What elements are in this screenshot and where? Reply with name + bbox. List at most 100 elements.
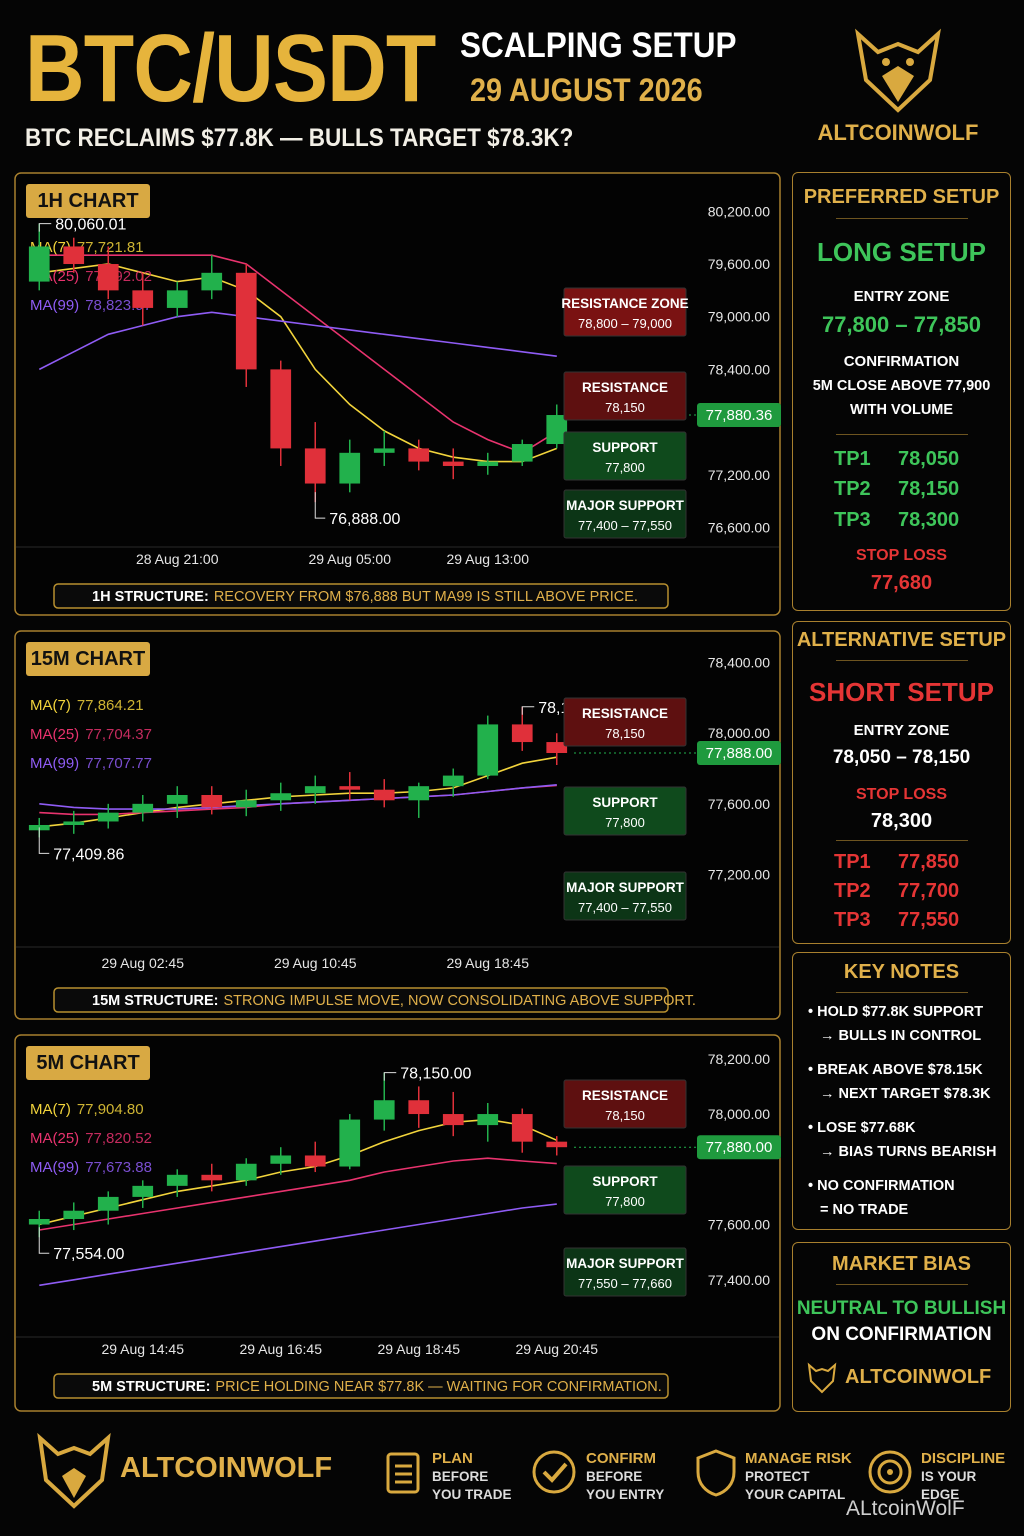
candle-body	[28, 1219, 50, 1225]
zone-box	[563, 431, 687, 481]
y-tick-label: 77,600.00	[708, 1217, 770, 1233]
icon-check	[532, 1450, 576, 1494]
footer-item-title: PLAN	[432, 1450, 473, 1467]
legend-name: MA(25)	[30, 1130, 79, 1147]
ma-line	[38, 311, 557, 371]
candle-body	[339, 452, 361, 484]
footer-item-text: YOUR CAPITAL	[745, 1487, 846, 1502]
high-label: 78,150.00	[400, 1066, 471, 1083]
legend-value: 77,904.80	[77, 1101, 144, 1118]
legend-value: 77,721.81	[77, 239, 144, 256]
watermark: ALtcoinWolF	[846, 1497, 965, 1520]
note-text: → BIAS TURNS BEARISH	[820, 1144, 997, 1160]
note-text: HOLD $77.8K SUPPORT	[817, 1004, 984, 1020]
chart-title: 1H CHART	[37, 190, 138, 212]
candle-body	[373, 448, 395, 453]
candle-body	[546, 742, 568, 753]
candle-body	[511, 1114, 533, 1142]
tp-value: 77,550	[898, 909, 960, 931]
zone-box	[563, 871, 687, 921]
y-tick-label: 80,200.00	[708, 203, 770, 219]
candle-body	[63, 1210, 85, 1219]
tp-value: 77,700	[898, 880, 960, 902]
footer-item-text: IS YOUR	[921, 1469, 977, 1484]
ma-line	[39, 1157, 557, 1231]
note-text: BREAK ABOVE $78.15K	[817, 1062, 983, 1078]
logo-shape	[855, 28, 941, 113]
zone-range: 77,800	[605, 1194, 645, 1209]
candle-body	[408, 448, 430, 462]
subtitle: SCALPING SETUP	[460, 26, 737, 65]
chart-title: 15M CHART	[31, 648, 145, 670]
confirmation-text: WITH VOLUME	[849, 402, 954, 418]
x-tick-label: 29 Aug 18:45	[377, 1341, 460, 1357]
panel-title: PREFERRED SETUP	[803, 186, 1000, 208]
zone-range: 77,550 – 77,660	[578, 1276, 672, 1291]
last-price-label: 77,880.36	[706, 407, 773, 424]
separator	[836, 1284, 968, 1285]
candle-body	[477, 1114, 499, 1126]
date: 29 AUGUST 2026	[470, 72, 703, 108]
tp-value: 77,850	[898, 851, 960, 873]
note-item: • BREAK ABOVE $78.15K	[808, 1062, 983, 1078]
separator	[836, 434, 968, 435]
candle-body	[304, 1155, 326, 1167]
separator	[836, 992, 968, 993]
footer-item-title: CONFIRM	[586, 1450, 656, 1467]
low-label: 76,888.00	[329, 511, 400, 528]
ma-line	[39, 1118, 558, 1226]
note-text: LOSE $77.68K	[817, 1120, 916, 1136]
icon-shape	[386, 1452, 420, 1494]
logo-eye	[882, 58, 890, 66]
y-tick-label: 78,200.00	[708, 1051, 770, 1067]
zone-title: RESISTANCE	[582, 1088, 668, 1103]
candle-body	[63, 821, 85, 825]
title-badge	[26, 1046, 150, 1080]
preferred-panel	[792, 172, 1011, 611]
note-box	[53, 583, 669, 609]
zone-range: 77,800	[605, 460, 645, 475]
candle-body	[235, 1163, 257, 1181]
note-item: • NO CONFIRMATION	[808, 1178, 955, 1194]
entry-zone: 77,800 – 77,850	[821, 312, 982, 337]
footer-item-text: BEFORE	[586, 1469, 643, 1484]
x-tick-label: 29 Aug 16:45	[239, 1341, 322, 1357]
tp-label: TP1	[834, 851, 871, 873]
icon-shield	[696, 1449, 736, 1497]
low-label: 77,554.00	[53, 1246, 124, 1263]
zone-title: SUPPORT	[592, 795, 658, 810]
legend-value: 77,673.88	[85, 1159, 152, 1176]
entry-label: ENTRY ZONE	[853, 722, 950, 739]
candle-body	[63, 246, 85, 265]
high-connector	[521, 706, 535, 715]
logo-snout	[62, 1468, 86, 1498]
note-text: STRONG IMPULSE MOVE, NOW CONSOLIDATING A…	[223, 993, 695, 1009]
panel-title: MARKET BIAS	[832, 1253, 971, 1275]
tp-label: TP1	[834, 448, 871, 470]
small-logo	[807, 1362, 837, 1394]
footer-brand: ALTCOINWOLF	[120, 1452, 333, 1484]
zone-title: MAJOR SUPPORT	[566, 1256, 685, 1271]
y-tick-label: 77,200.00	[708, 866, 770, 882]
brand: ALTCOINWOLF	[845, 1366, 992, 1388]
legend-name: MA(99)	[30, 1159, 79, 1176]
ma-line	[39, 263, 558, 463]
separator	[836, 660, 968, 661]
legend-value: 77,864.21	[77, 697, 144, 714]
footer-logo	[37, 1432, 111, 1509]
candle-body	[270, 1155, 292, 1164]
legend-name: MA(99)	[30, 297, 79, 314]
ma-line	[39, 254, 558, 454]
panel-frame	[14, 1034, 781, 1412]
zone-box	[563, 786, 687, 836]
y-tick-label: 77,200.00	[708, 467, 770, 483]
stop-value: 78,300	[870, 810, 933, 832]
zone-title: MAJOR SUPPORT	[566, 880, 685, 895]
entry-label: ENTRY ZONE	[853, 288, 950, 305]
x-tick-label: 29 Aug 18:45	[446, 955, 529, 971]
zone-box	[563, 697, 687, 747]
market-bias-panel	[792, 1242, 1011, 1412]
legend-name: MA(99)	[30, 755, 79, 772]
y-tick-label: 78,000.00	[708, 725, 770, 741]
